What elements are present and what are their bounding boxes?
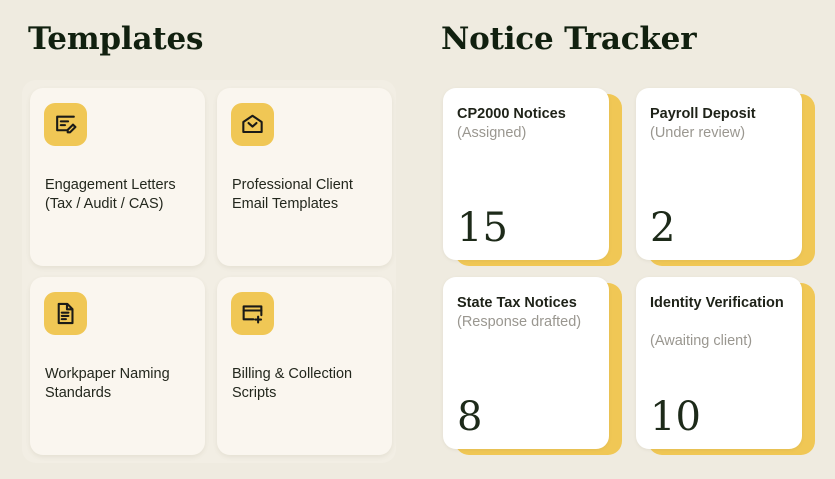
notice-card-count: 15 — [457, 205, 508, 251]
file-lines-icon — [44, 292, 87, 335]
template-card-label: Workpaper Naming Standards — [45, 366, 170, 401]
notice-card-face: Identity Verification (Awaiting client) … — [636, 277, 802, 449]
notice-card-count: 2 — [650, 205, 676, 251]
notice-card-status: (Awaiting client) — [650, 333, 753, 349]
notice-card-face: CP2000 Notices (Assigned) 15 — [443, 88, 609, 260]
notice-card-title: State Tax Notices — [457, 295, 577, 311]
open-envelope-icon — [231, 103, 274, 146]
template-card-workpaper-naming[interactable]: Workpaper Naming Standards — [30, 277, 205, 455]
template-card-engagement-letters[interactable]: Engagement Letters (Tax / Audit / CAS) — [30, 88, 205, 266]
template-card-label: Professional Client Email Templates — [232, 177, 353, 212]
template-card-client-email[interactable]: Professional Client Email Templates — [217, 88, 392, 266]
notice-card-state-tax[interactable]: State Tax Notices (Response drafted) 8 — [443, 277, 622, 455]
notice-card-face: Payroll Deposit (Under review) 2 — [636, 88, 802, 260]
notice-card-status: (Response drafted) — [457, 314, 582, 330]
notice-card-count: 8 — [457, 394, 483, 440]
template-card-label: Billing & Collection Scripts — [232, 366, 353, 401]
template-card-billing-scripts[interactable]: Billing & Collection Scripts — [217, 277, 392, 455]
notice-card-title: Identity Verification — [650, 295, 784, 311]
notice-tracker-grid: CP2000 Notices (Assigned) 15 Payroll Dep… — [443, 88, 815, 455]
document-edit-icon — [44, 103, 87, 146]
notice-card-status: (Assigned) — [457, 125, 527, 141]
notice-card-payroll-deposit[interactable]: Payroll Deposit (Under review) 2 — [636, 88, 815, 266]
notice-card-title: Payroll Deposit — [650, 106, 756, 122]
templates-section-title: Templates — [28, 21, 204, 57]
notice-card-status: (Under review) — [650, 125, 746, 141]
notice-card-face: State Tax Notices (Response drafted) 8 — [443, 277, 609, 449]
templates-grid: Engagement Letters (Tax / Audit / CAS) P… — [30, 88, 392, 455]
notice-card-title: CP2000 Notices — [457, 106, 566, 122]
notice-card-identity-verification[interactable]: Identity Verification (Awaiting client) … — [636, 277, 815, 455]
notice-card-count: 10 — [650, 394, 701, 440]
template-card-label: Engagement Letters (Tax / Audit / CAS) — [45, 177, 176, 212]
card-plus-icon — [231, 292, 274, 335]
notice-card-cp2000[interactable]: CP2000 Notices (Assigned) 15 — [443, 88, 622, 266]
notice-tracker-section-title: Notice Tracker — [441, 21, 697, 57]
